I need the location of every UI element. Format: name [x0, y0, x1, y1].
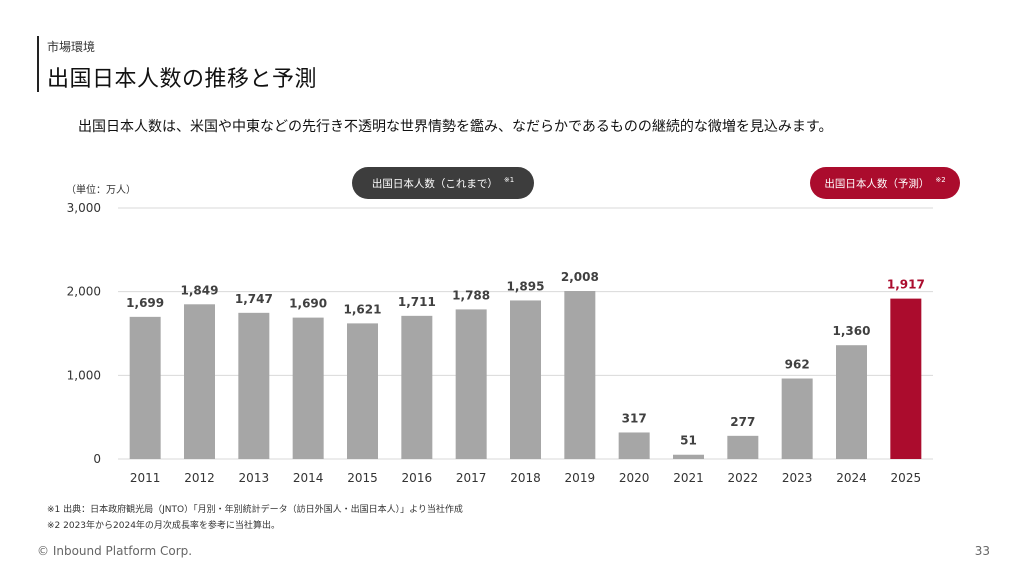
x-tick-label: 2024 [836, 471, 867, 485]
x-tick-label: 2016 [402, 471, 433, 485]
bar [781, 378, 813, 459]
footnote-1: ※1 出典：日本政府観光局（JNTO）「月別・年別統計データ（訪日外国人・出国日… [47, 505, 463, 515]
x-tick-label: 2023 [782, 471, 813, 485]
data-label: 1,849 [181, 283, 219, 297]
data-label: 962 [785, 358, 810, 372]
legend-actual-note-mark: ※1 [503, 176, 515, 184]
footnotes: ※1 出典：日本政府観光局（JNTO）「月別・年別統計データ（訪日外国人・出国日… [47, 502, 463, 534]
data-label: 1,621 [344, 302, 382, 316]
data-label: 51 [680, 434, 697, 448]
y-tick-label: 2,000 [67, 285, 101, 299]
y-axis-unit-label: （単位：万人） [66, 185, 136, 196]
x-tick-label: 2014 [293, 471, 324, 485]
data-label: 317 [622, 411, 647, 425]
x-tick-label: 2021 [673, 471, 704, 485]
bar [455, 309, 487, 459]
bar [238, 312, 270, 459]
page-number: 33 [974, 544, 990, 558]
y-tick-label: 1,000 [67, 368, 101, 382]
bar-forecast [890, 298, 922, 459]
bar [564, 290, 596, 459]
data-label: 1,360 [833, 324, 871, 338]
footnote-2: ※2 2023年から2024年の月次成長率を参考に当社算出。 [47, 521, 280, 531]
legend-forecast-label: 出国日本人数（予測） [824, 177, 930, 190]
x-tick-label: 2025 [891, 471, 922, 485]
data-label: 1,895 [507, 279, 545, 293]
bar [347, 323, 378, 459]
x-tick-label: 2012 [184, 471, 215, 485]
lead-text: 出国日本人数は、米国や中東などの先行き不透明な世界情勢を鑑み、なだらかであるもの… [78, 119, 833, 135]
x-tick-label: 2017 [456, 471, 487, 485]
x-tick-label: 2018 [510, 471, 541, 485]
legend-forecast-note-mark: ※2 [935, 176, 946, 184]
legend-forecast: 出国日本人数（予測） ※2 [810, 167, 960, 199]
y-tick-label: 3,000 [67, 201, 101, 215]
bar [673, 454, 704, 459]
data-label: 1,747 [235, 292, 273, 306]
x-tick-label: 2011 [130, 471, 161, 485]
data-label: 1,788 [452, 288, 490, 302]
bar [129, 316, 161, 459]
bar [184, 304, 215, 459]
legend-actual-label: 出国日本人数（これまで） [371, 177, 498, 190]
copyright: © Inbound Platform Corp. [37, 544, 193, 558]
page-title: 出国日本人数の推移と予測 [47, 67, 318, 92]
data-label: 1,917 [887, 278, 925, 292]
bar [727, 435, 759, 459]
y-tick-label: 0 [93, 452, 101, 466]
x-tick-label: 2022 [728, 471, 759, 485]
bar [836, 345, 867, 459]
data-label: 1,711 [398, 295, 436, 309]
data-label: 1,699 [126, 296, 164, 310]
bar [292, 317, 324, 459]
x-tick-label: 2020 [619, 471, 650, 485]
data-label: 2,008 [561, 270, 599, 284]
section-eyebrow: 市場環境 [47, 40, 96, 54]
x-tick-label: 2019 [565, 471, 596, 485]
bar [510, 300, 541, 459]
data-label: 277 [730, 415, 755, 429]
header-accent-rule [37, 36, 39, 92]
legend-actual: 出国日本人数（これまで） ※1 [352, 167, 534, 199]
x-tick-label: 2013 [239, 471, 270, 485]
x-tick-label: 2015 [347, 471, 378, 485]
bar [401, 315, 433, 459]
data-label: 1,690 [289, 297, 327, 311]
bar [618, 432, 650, 459]
